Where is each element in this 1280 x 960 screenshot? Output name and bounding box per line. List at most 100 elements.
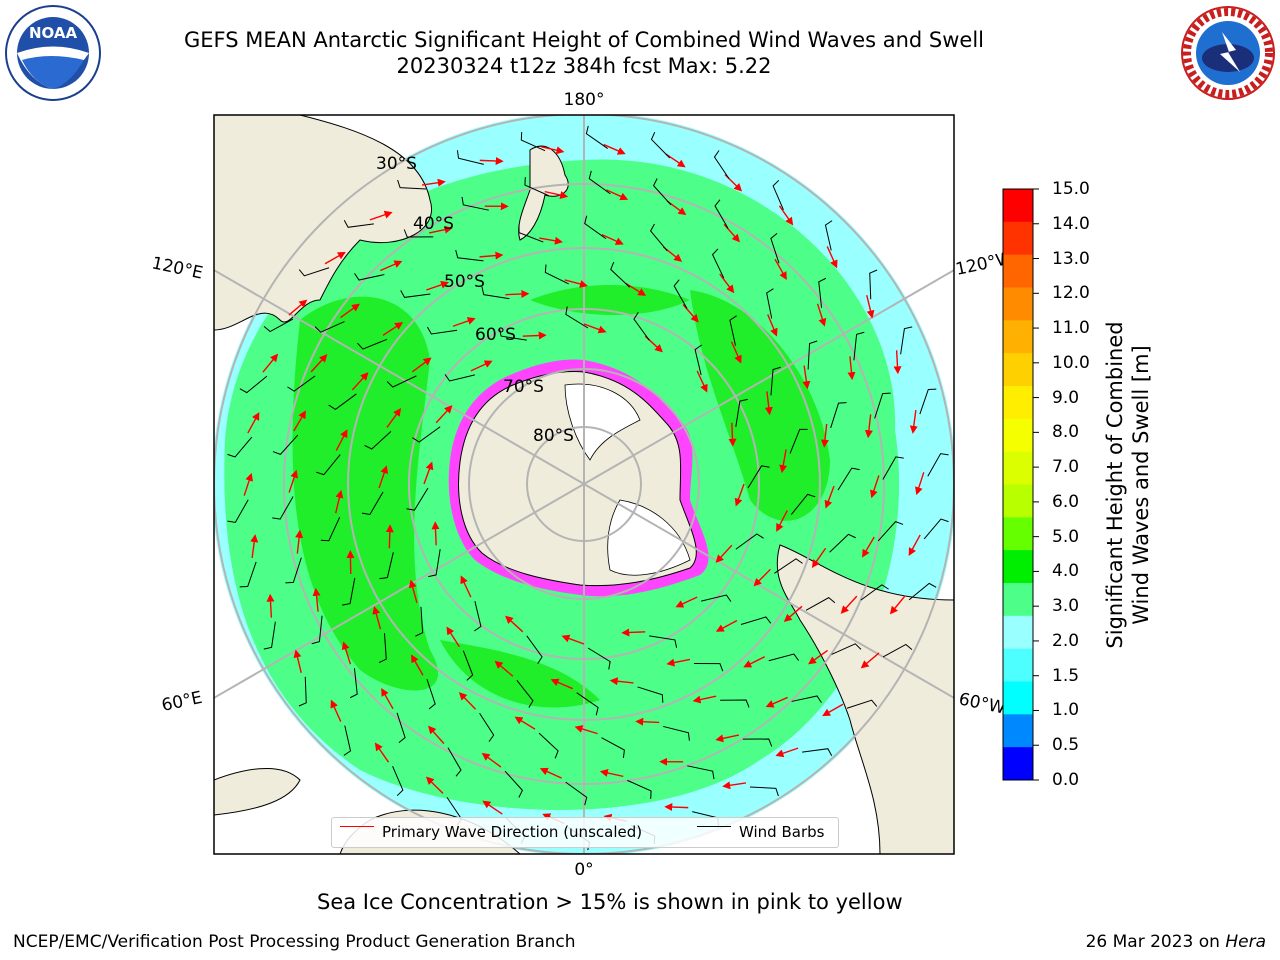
wave-arrow <box>915 472 925 496</box>
wind-barb <box>426 326 458 335</box>
wave-arrow <box>722 781 747 790</box>
wave-arrow <box>692 695 717 704</box>
wave-arrow <box>479 251 504 260</box>
wind-barb <box>263 621 276 650</box>
wave-arrow <box>266 593 275 618</box>
wave-arrow <box>816 303 827 327</box>
footer-credit: NCEP/EMC/Verification Post Processing Pr… <box>13 932 576 952</box>
wind-barb <box>860 584 889 601</box>
noaa-logo-text: NOAA <box>29 24 78 42</box>
wind-barb <box>516 679 534 708</box>
wave-arrow <box>715 734 739 743</box>
wave-arrow <box>822 703 844 717</box>
wind-barb <box>328 393 357 410</box>
wind-barb <box>524 177 549 197</box>
wind-barb <box>790 493 816 515</box>
wave-field-high-east <box>690 290 830 521</box>
wind-barb <box>714 199 729 229</box>
wind-barb <box>766 288 774 319</box>
wind-barb <box>461 196 489 211</box>
wind-barb <box>923 518 949 540</box>
wind-barb <box>314 321 345 333</box>
wave-arrow <box>606 189 629 201</box>
wave-field-high-west <box>292 296 439 691</box>
colorbar-segment <box>1003 320 1033 354</box>
wave-arrow <box>494 660 514 677</box>
wave-arrow <box>340 303 360 319</box>
wave-arrow <box>603 143 626 155</box>
wave-arrow <box>386 408 402 428</box>
wind-barb <box>663 725 690 741</box>
wind-barb <box>735 533 764 550</box>
wind-barb <box>239 561 257 588</box>
legend-wave-swatch <box>340 826 374 827</box>
colorbar-segment <box>1003 287 1033 321</box>
wave-arrow <box>764 391 773 416</box>
wind-barb <box>729 315 737 346</box>
wind-barb <box>846 699 878 709</box>
wave-arrow <box>243 472 253 496</box>
wind-barb <box>900 326 913 355</box>
colorbar-label-line2: Wind Waves and Swell [m] <box>1129 345 1153 625</box>
wind-barb <box>601 737 625 759</box>
wave-arrow <box>609 677 634 686</box>
wind-barb <box>770 232 780 264</box>
wave-arrow <box>324 251 346 265</box>
wave-arrow <box>783 605 803 622</box>
wave-arrow <box>310 354 328 373</box>
wave-arrow <box>862 536 875 558</box>
wave-arrow <box>381 687 394 710</box>
wind-barb <box>538 732 559 759</box>
wind-barb <box>227 436 253 458</box>
wave-arrow <box>505 289 530 298</box>
wind-barb <box>805 597 836 611</box>
lon-label-180: 180° <box>564 90 605 110</box>
wave-arrow <box>682 304 699 323</box>
wave-arrow <box>779 449 788 474</box>
wave-arrow <box>775 747 799 758</box>
colorbar-tick-label: 5.0 <box>1052 526 1080 547</box>
wind-barb <box>498 328 527 341</box>
wave-arrow <box>540 146 565 155</box>
wave-arrow <box>479 156 504 165</box>
colorbar-segment <box>1003 747 1033 781</box>
wave-arrow <box>870 475 880 499</box>
footer-date: 26 Mar 2023 on Hera <box>1085 932 1266 952</box>
wave-arrow <box>734 483 745 507</box>
colorbar-segment <box>1003 451 1033 485</box>
wind-barb <box>740 616 772 625</box>
wave-arrow <box>765 696 788 708</box>
wave-arrow <box>728 422 737 447</box>
wave-arrow <box>385 524 394 549</box>
wind-barb <box>588 170 611 195</box>
wave-arrow <box>824 485 835 509</box>
wind-barb <box>713 150 730 179</box>
colorbar-segment <box>1003 648 1033 682</box>
colorbar-tick-label: 4.0 <box>1052 561 1080 582</box>
wind-barb <box>807 340 818 370</box>
wind-barb <box>474 601 482 632</box>
wind-barb <box>285 557 302 584</box>
wind-barb <box>396 712 406 744</box>
wind-barb <box>361 491 384 515</box>
colorbar-segment <box>1003 615 1033 650</box>
colorbar-segment <box>1003 353 1033 387</box>
colorbar-segment <box>1003 550 1033 584</box>
colorbar-tick-label: 10.0 <box>1052 352 1090 373</box>
longitude-grid <box>214 115 954 854</box>
wind-barb <box>742 738 773 747</box>
lon-label-60e: 60°E <box>160 688 204 716</box>
colorbar <box>1002 188 1039 781</box>
wind-barb <box>364 431 392 450</box>
wind-barb <box>576 692 599 716</box>
lat-label-40s: 40°S <box>413 214 454 234</box>
wind-barb <box>526 635 543 664</box>
colorbar-tick-label: 15.0 <box>1052 179 1090 199</box>
wave-arrow <box>743 656 766 668</box>
wave-arrow <box>665 153 686 168</box>
wind-barb <box>357 338 388 350</box>
wind-barb <box>824 220 833 251</box>
wind-barb <box>455 249 484 262</box>
wind-barb <box>272 496 294 520</box>
legend-barb-swatch <box>697 826 731 827</box>
